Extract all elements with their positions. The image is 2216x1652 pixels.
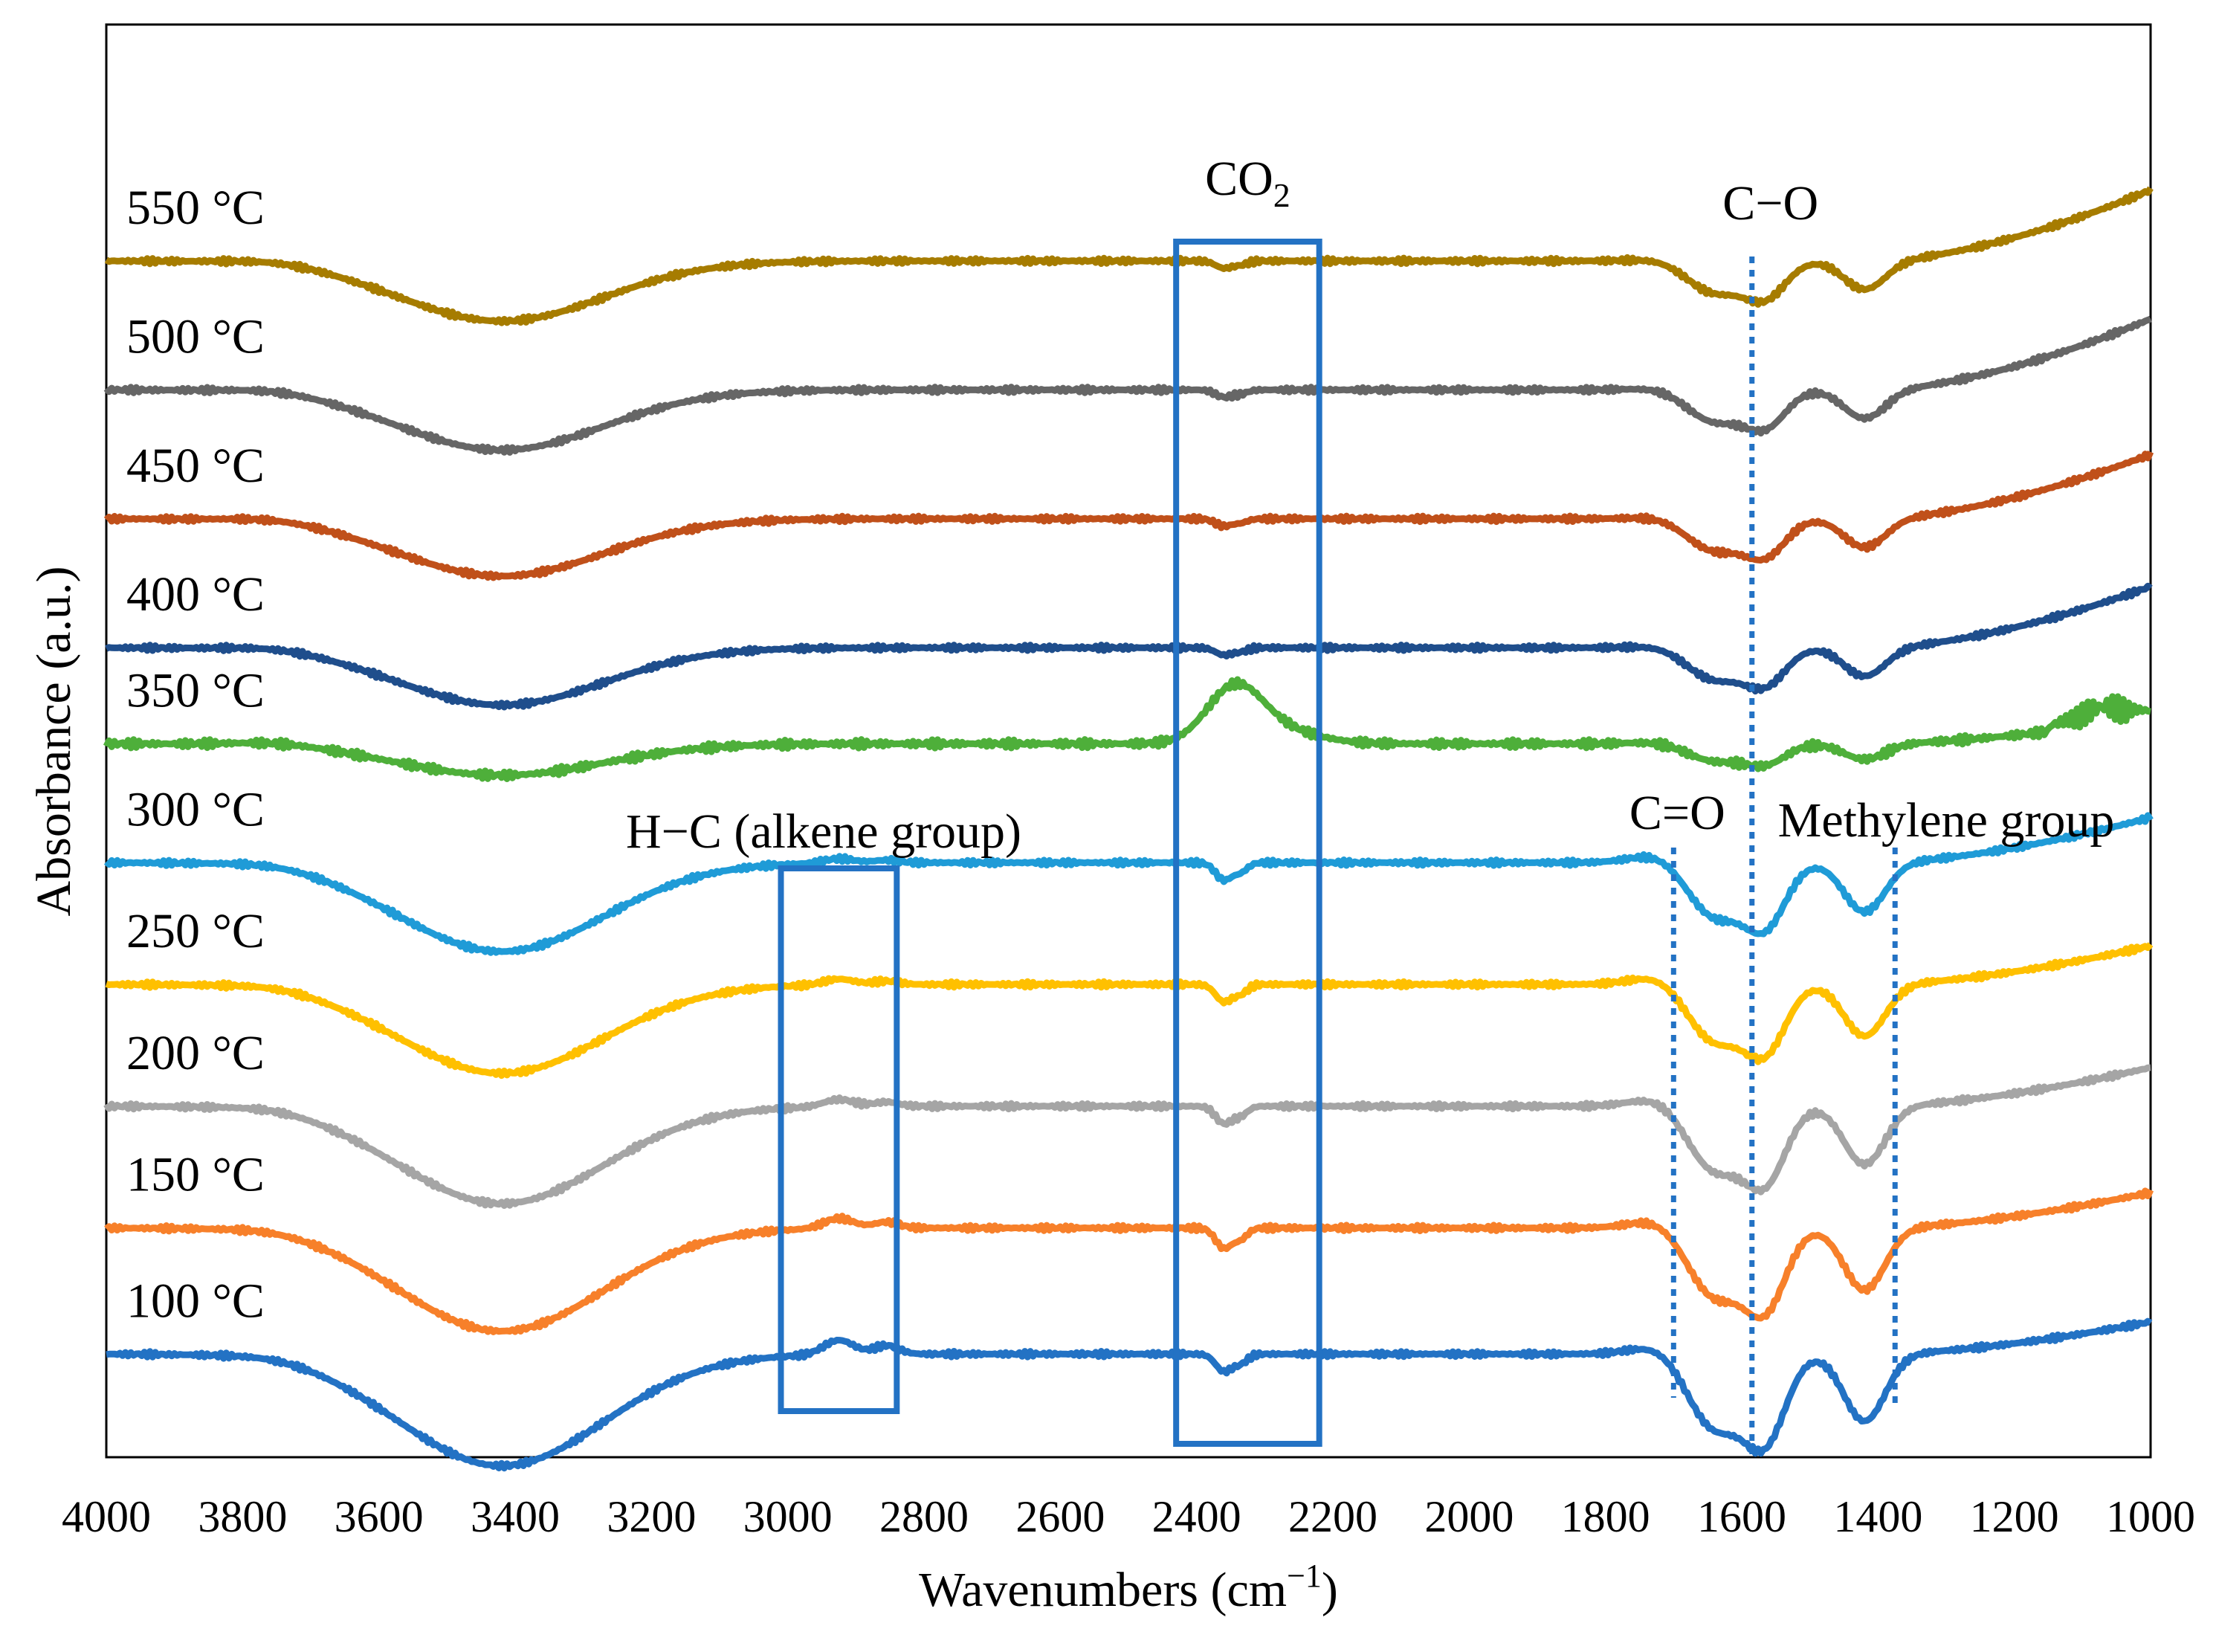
x-tick-label-4000: 4000 bbox=[62, 1492, 151, 1541]
series-label-450: 450 °C bbox=[126, 439, 265, 493]
x-tick-label-3200: 3200 bbox=[607, 1492, 696, 1541]
series-label-250: 250 °C bbox=[126, 904, 265, 958]
x-tick-label-2000: 2000 bbox=[1424, 1492, 1514, 1541]
series-line-550 bbox=[104, 186, 2154, 326]
series-label-400: 400 °C bbox=[126, 567, 265, 622]
methylene-annotation: Methylene group bbox=[1778, 793, 2115, 848]
x-tick-label-3400: 3400 bbox=[471, 1492, 560, 1541]
h-c-region-box bbox=[778, 865, 900, 1414]
annotation-layer: CO2 H−C (alkene group) C−O C=O Methylene gro… bbox=[626, 152, 2114, 1457]
c-o-annotation: C−O bbox=[1722, 176, 1818, 230]
x-tick-label-3000: 3000 bbox=[743, 1492, 833, 1541]
y-axis-title: Absorbance (a.u.) bbox=[27, 567, 81, 917]
series-label-350: 350 °C bbox=[126, 663, 265, 717]
co2-region-box bbox=[1173, 239, 1322, 1447]
series-label-100: 100 °C bbox=[126, 1274, 265, 1328]
series-line-150 bbox=[104, 1187, 2154, 1335]
x-tick-label-2200: 2200 bbox=[1288, 1492, 1377, 1541]
x-tick-layer: 4000 3800 3600 3400 3200 3000 2800 2600 2400 2200… bbox=[62, 1492, 2195, 1541]
h-c-annotation: H−C (alkene group) bbox=[626, 804, 1021, 859]
series-label-550: 550 °C bbox=[126, 181, 265, 235]
x-tick-label-1200: 1200 bbox=[1970, 1492, 2059, 1541]
series-line-250 bbox=[105, 942, 2154, 1080]
x-tick-label-3800: 3800 bbox=[198, 1492, 287, 1541]
series-line-200 bbox=[103, 1064, 2151, 1209]
series-label-300: 300 °C bbox=[126, 782, 265, 836]
x-tick-label-2400: 2400 bbox=[1152, 1492, 1241, 1541]
x-tick-label-3600: 3600 bbox=[335, 1492, 424, 1541]
x-tick-label-1000: 1000 bbox=[2106, 1492, 2195, 1541]
series-line-350 bbox=[103, 676, 2151, 782]
x-tick-label-2800: 2800 bbox=[879, 1492, 969, 1541]
series-layer bbox=[103, 186, 2154, 1472]
series-line-500 bbox=[103, 315, 2152, 456]
series-label-500: 500 °C bbox=[126, 309, 265, 364]
x-tick-label-1800: 1800 bbox=[1561, 1492, 1650, 1541]
c-eq-o-annotation: C=O bbox=[1629, 786, 1725, 840]
x-tick-label-2600: 2600 bbox=[1015, 1492, 1105, 1541]
series-label-layer: 550 °C 500 °C 450 °C 400 °C 350 °C 300 °C 250 … bbox=[126, 181, 265, 1328]
series-label-150: 150 °C bbox=[126, 1148, 265, 1202]
x-tick-label-1600: 1600 bbox=[1697, 1492, 1786, 1541]
x-tick-label-1400: 1400 bbox=[1833, 1492, 1922, 1541]
series-line-300 bbox=[103, 812, 2154, 956]
series-line-100 bbox=[106, 1317, 2153, 1472]
x-axis-title: Wavenumbers (cm−1) bbox=[919, 1558, 1338, 1617]
series-line-450 bbox=[103, 450, 2154, 581]
series-line-400 bbox=[105, 582, 2153, 711]
series-label-200: 200 °C bbox=[126, 1026, 265, 1080]
co2-annotation: CO2 bbox=[1205, 152, 1290, 214]
